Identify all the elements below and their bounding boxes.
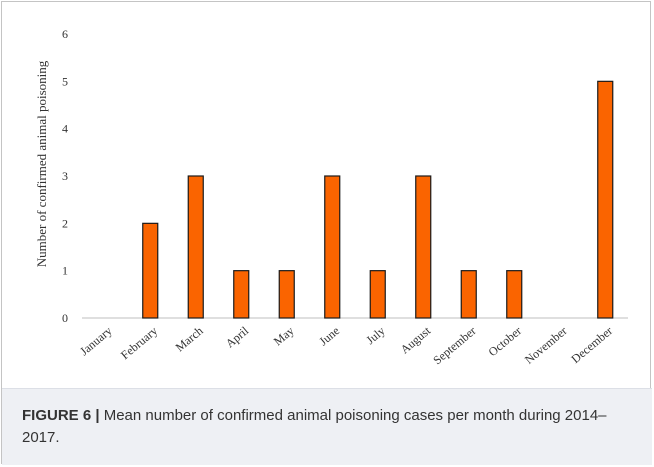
bar bbox=[597, 80, 614, 319]
y-tick-label: 2 bbox=[62, 216, 68, 230]
x-tick-label: February bbox=[118, 324, 160, 363]
y-tick-label: 6 bbox=[62, 27, 68, 41]
y-tick-label: 1 bbox=[62, 264, 68, 278]
y-tick-label: 0 bbox=[62, 311, 68, 325]
x-tick-label: May bbox=[271, 324, 297, 349]
bar bbox=[187, 175, 204, 319]
bar bbox=[233, 270, 250, 319]
bar bbox=[460, 270, 477, 319]
bar bbox=[369, 270, 386, 319]
figure-caption: FIGURE 6 | Mean number of confirmed anim… bbox=[2, 388, 652, 465]
x-tick-label: January bbox=[77, 324, 115, 359]
x-tick-label: March bbox=[173, 324, 206, 355]
x-tick-label: July bbox=[363, 324, 387, 348]
bar bbox=[278, 270, 295, 319]
x-tick-label: June bbox=[316, 324, 342, 349]
x-tick-label: April bbox=[223, 323, 252, 350]
y-tick-label: 3 bbox=[62, 169, 68, 183]
caption-label: FIGURE 6 | bbox=[22, 407, 100, 424]
bar-chart: 0 1 2 3 4 5 6 January February March April May June… bbox=[34, 27, 628, 367]
y-tick-label: 5 bbox=[62, 74, 68, 88]
y-tick-label: 4 bbox=[62, 122, 68, 136]
bar bbox=[415, 175, 432, 319]
x-tick-label: November bbox=[522, 324, 570, 367]
x-tick-label: September bbox=[430, 324, 478, 368]
y-axis-title: Number of confirmed animal poisoning bbox=[34, 60, 49, 267]
y-axis-ticks: 0 1 2 3 4 5 6 bbox=[62, 27, 68, 325]
x-tick-label: October bbox=[486, 324, 525, 360]
bars bbox=[142, 80, 614, 319]
bar bbox=[142, 222, 159, 319]
x-tick-label: August bbox=[398, 323, 434, 356]
caption-text: Mean number of confirmed animal poisonin… bbox=[22, 407, 607, 446]
bar bbox=[324, 175, 341, 319]
x-axis-ticks: January February March April May June July Augu… bbox=[77, 323, 615, 367]
bar bbox=[506, 270, 523, 319]
x-tick-label: December bbox=[568, 324, 615, 366]
